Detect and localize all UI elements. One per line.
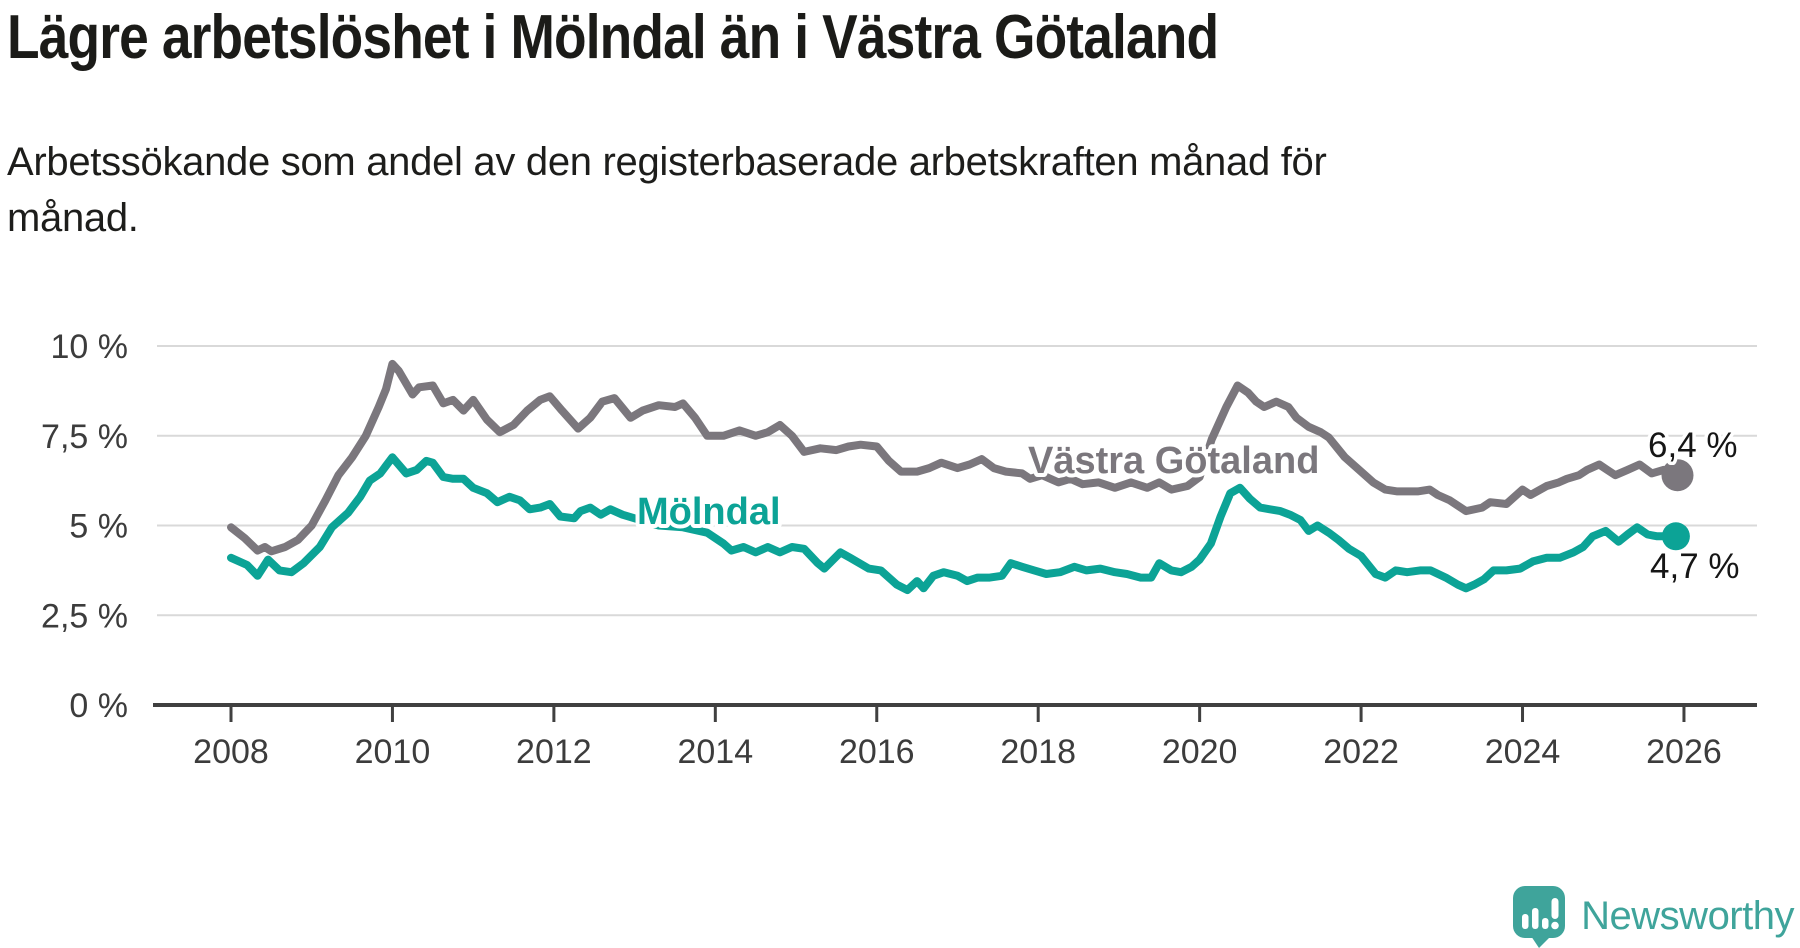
end-value-label-molndal: 4,7 %	[1650, 547, 1740, 586]
series-end-dot-vastra-gotaland	[1661, 459, 1694, 492]
newsworthy-logo-icon	[1513, 886, 1566, 948]
end-value-label-vastra-gotaland: 6,4 %	[1648, 426, 1738, 465]
axis-group: 0 % 2,5 % 5 % 7,5 % 10 % 2008 2010 2012 2014 2016…	[41, 328, 1757, 771]
x-axis-label: 2026	[1646, 733, 1722, 771]
brand-footer: Newsworthy	[1511, 884, 1794, 948]
x-axis-label: 2024	[1485, 733, 1561, 771]
chart-subtitle: Arbetssökande som andel av den registerb…	[7, 140, 1327, 240]
series-label-vastra-gotaland: Västra Götaland	[1028, 440, 1319, 482]
x-axis-label: 2012	[516, 733, 592, 771]
y-axis-label: 7,5 %	[41, 418, 128, 456]
y-axis-label: 2,5 %	[41, 597, 128, 635]
y-axis-label: 0 %	[69, 687, 128, 725]
series-group	[227, 359, 1694, 595]
series-line-vastra-gotaland	[227, 359, 1682, 556]
x-axis-label: 2020	[1162, 733, 1238, 771]
x-axis-label: 2014	[677, 733, 753, 771]
gridlines-group	[157, 345, 1757, 617]
x-axis-label: 2022	[1323, 733, 1399, 771]
y-axis-label: 10 %	[51, 328, 129, 366]
brand-name: Newsworthy	[1581, 893, 1794, 938]
chart-title: Lägre arbetslöshet i Mölndal än i Västra…	[7, 3, 1219, 72]
series-line-molndal	[227, 453, 1680, 595]
x-axis-label: 2010	[355, 733, 431, 771]
y-axis-label: 5 %	[69, 508, 128, 546]
logo-bars	[1522, 898, 1559, 930]
series-end-dot-molndal	[1661, 522, 1690, 551]
x-axis-label: 2008	[193, 733, 269, 771]
x-axis-label: 2018	[1000, 733, 1076, 771]
series-label-molndal: Mölndal	[637, 491, 781, 533]
x-axis-label: 2016	[839, 733, 915, 771]
